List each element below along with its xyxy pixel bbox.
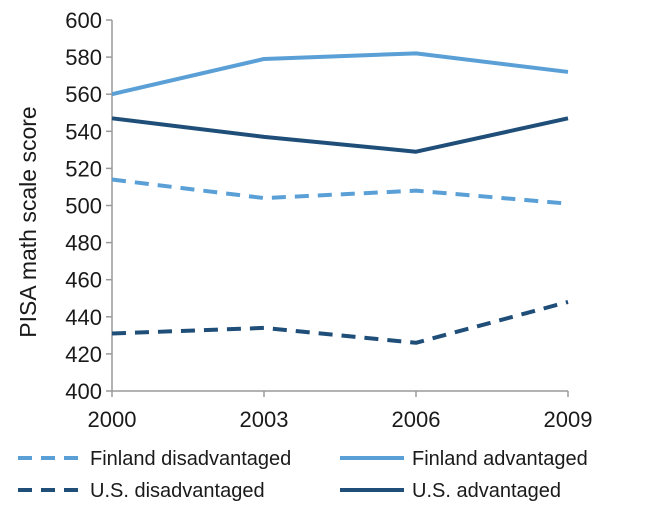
series-line-u-s-disadvantaged bbox=[111, 300, 569, 345]
y-tick-label: 500 bbox=[65, 194, 102, 219]
x-tick-labels: 2000 2003 2006 2009 bbox=[88, 407, 593, 432]
y-tick-label: 420 bbox=[65, 342, 102, 367]
y-tick-label: 460 bbox=[65, 268, 102, 293]
y-tick-label: 580 bbox=[65, 45, 102, 70]
x-tick-label: 2009 bbox=[544, 407, 593, 432]
series-line-finland-advantaged bbox=[111, 51, 569, 97]
x-tick-label: 2000 bbox=[88, 407, 137, 432]
y-tick-label: 520 bbox=[65, 156, 102, 181]
legend: Finland disadvantaged Finland advantaged U… bbox=[18, 448, 588, 502]
y-tick-label: 440 bbox=[65, 305, 102, 330]
series-line-u-s-advantaged bbox=[111, 116, 569, 154]
y-tick-label: 560 bbox=[65, 82, 102, 107]
y-axis-title-group: PISA math scale score bbox=[15, 106, 41, 337]
legend-label-finland-advantaged: Finland advantaged bbox=[412, 448, 588, 470]
y-axis-title: PISA math scale score bbox=[15, 106, 41, 337]
series-line-finland-disadvantaged bbox=[111, 177, 569, 206]
y-tick-label: 480 bbox=[65, 231, 102, 256]
x-tick-label: 2006 bbox=[392, 407, 441, 432]
y-tick-labels: 400 420 440 460 480 500 520 540 560 580 600 bbox=[65, 8, 102, 404]
x-tick-label: 2003 bbox=[240, 407, 289, 432]
y-tick-label: 600 bbox=[65, 8, 102, 33]
legend-label-u-s-disadvantaged: U.S. disadvantaged bbox=[90, 480, 265, 502]
legend-label-u-s-advantaged: U.S. advantaged bbox=[412, 480, 561, 502]
y-tick-label: 400 bbox=[65, 379, 102, 404]
axes bbox=[106, 19, 569, 397]
legend-label-finland-disadvantaged: Finland disadvantaged bbox=[90, 448, 291, 470]
y-tick-label: 540 bbox=[65, 119, 102, 144]
series-lines bbox=[111, 51, 569, 345]
